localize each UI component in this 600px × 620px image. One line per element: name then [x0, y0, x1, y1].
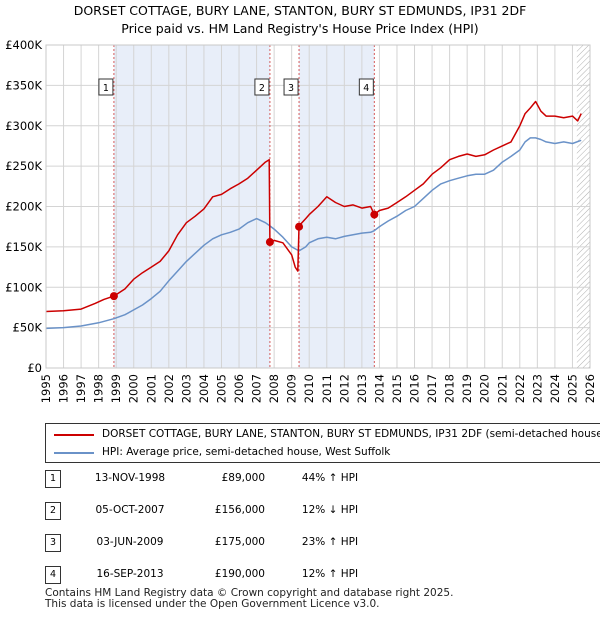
x-tick-label: 2008 — [267, 374, 281, 403]
y-tick-label: £200K — [5, 200, 42, 214]
sale-label-number: 2 — [259, 83, 265, 94]
x-tick-label: 2015 — [390, 374, 404, 403]
y-tick-label: £350K — [5, 78, 42, 92]
x-tick-label: 2002 — [162, 374, 176, 403]
property-series-line — [45, 100, 582, 313]
sale-point — [265, 238, 274, 247]
x-tick-label: 2011 — [320, 374, 334, 403]
sale-point — [109, 292, 118, 301]
x-tick-label: 2019 — [460, 374, 474, 403]
x-tick-label: 1996 — [57, 374, 71, 403]
x-tick-label: 2007 — [250, 374, 264, 403]
footer-attribution: Contains HM Land Registry data © Crown c… — [45, 588, 453, 610]
sale-hpi-diff: 12% ↓ HPI — [301, 504, 359, 516]
x-tick-label: 2013 — [355, 374, 369, 403]
x-tick-label: 2016 — [408, 374, 422, 403]
sale-hpi-diff: 44% ↑ HPI — [301, 472, 359, 484]
x-tick-label: 2006 — [232, 374, 246, 403]
chart-title: DORSET COTTAGE, BURY LANE, STANTON, BURY… — [0, 2, 600, 38]
sale-date: 16-SEP-2013 — [96, 568, 164, 580]
x-tick-label: 1995 — [39, 374, 53, 403]
x-tick-label: 1998 — [92, 374, 106, 403]
x-tick-label: 2026 — [583, 374, 597, 403]
sale-date: 05-OCT-2007 — [95, 504, 165, 516]
sale-number-badge: 4 — [45, 566, 61, 584]
footer-line-1: Contains HM Land Registry data © Crown c… — [45, 587, 454, 599]
sale-label-number: 3 — [288, 83, 294, 94]
x-tick-label: 2001 — [144, 374, 158, 403]
legend-swatch-property — [54, 434, 94, 436]
x-tick-label: 2012 — [337, 374, 351, 403]
x-tick-label: 1997 — [74, 374, 88, 403]
x-tick-label: 2010 — [302, 374, 316, 403]
legend-label-property: DORSET COTTAGE, BURY LANE, STANTON, BURY… — [102, 428, 600, 440]
sale-label-box — [358, 78, 374, 96]
title-line-1: DORSET COTTAGE, BURY LANE, STANTON, BURY… — [73, 3, 527, 18]
sale-label-box — [98, 78, 114, 96]
x-tick-label: 2018 — [443, 374, 457, 403]
sale-row: 1 13-NOV-1998 £89,000 44% ↑ HPI — [45, 470, 405, 490]
x-tick-label: 2003 — [179, 374, 193, 403]
legend: DORSET COTTAGE, BURY LANE, STANTON, BURY… — [45, 423, 600, 463]
sale-number-badge: 1 — [45, 470, 61, 488]
sale-hpi-diff: 12% ↑ HPI — [301, 568, 359, 580]
x-tick-label: 1999 — [109, 374, 123, 403]
x-tick-label: 2024 — [548, 374, 562, 403]
y-tick-label: £400K — [5, 38, 42, 52]
x-tick-label: 2004 — [197, 374, 211, 403]
sale-label-box — [254, 78, 270, 96]
y-tick-label: £150K — [5, 240, 42, 254]
price-chart: £0 £50K £100K £150K £200K £250K £300K £350K £400… — [5, 38, 597, 403]
sale-number-badge: 3 — [45, 534, 61, 552]
sale-row: 3 03-JUN-2009 £175,000 23% ↑ HPI — [45, 534, 405, 554]
y-tick-label: £300K — [5, 119, 42, 133]
sale-price: £190,000 — [214, 568, 265, 580]
sale-date: 03-JUN-2009 — [96, 536, 164, 548]
x-tick-label: 2000 — [127, 374, 141, 403]
sale-label-box — [283, 78, 299, 96]
sale-price: £175,000 — [214, 536, 265, 548]
x-tick-label: 2023 — [530, 374, 544, 403]
title-line-2: Price paid vs. HM Land Registry's House … — [121, 21, 479, 36]
y-tick-label: £0 — [27, 361, 42, 375]
sale-price: £89,000 — [221, 472, 265, 484]
y-tick-label: £100K — [5, 280, 42, 294]
x-tick-label: 2025 — [565, 374, 579, 403]
legend-label-hpi: HPI: Average price, semi-detached house,… — [102, 446, 391, 458]
sale-point — [370, 210, 379, 219]
sale-number-badge: 2 — [45, 502, 61, 520]
sale-label-number: 1 — [103, 83, 109, 94]
sale-price: £156,000 — [214, 504, 265, 516]
x-tick-label: 2009 — [285, 374, 299, 403]
sale-date: 13-NOV-1998 — [94, 472, 166, 484]
legend-swatch-hpi — [54, 452, 94, 454]
x-tick-label: 2014 — [372, 374, 386, 403]
x-tick-label: 2005 — [214, 374, 228, 403]
x-tick-label: 2020 — [478, 374, 492, 403]
sale-point — [295, 222, 304, 231]
sale-row: 4 16-SEP-2013 £190,000 12% ↑ HPI — [45, 566, 405, 586]
sale-row: 2 05-OCT-2007 £156,000 12% ↓ HPI — [45, 502, 405, 522]
x-tick-label: 2022 — [513, 374, 527, 403]
x-tick-label: 2017 — [425, 374, 439, 403]
sale-hpi-diff: 23% ↑ HPI — [301, 536, 359, 548]
plot-frame — [45, 44, 591, 369]
y-tick-label: £250K — [5, 159, 42, 173]
sale-label-number: 4 — [363, 83, 369, 94]
x-tick-label: 2021 — [495, 374, 509, 403]
y-tick-label: £50K — [13, 321, 43, 335]
hpi-series-line — [45, 137, 582, 330]
footer-line-2: This data is licensed under the Open Gov… — [45, 598, 380, 610]
